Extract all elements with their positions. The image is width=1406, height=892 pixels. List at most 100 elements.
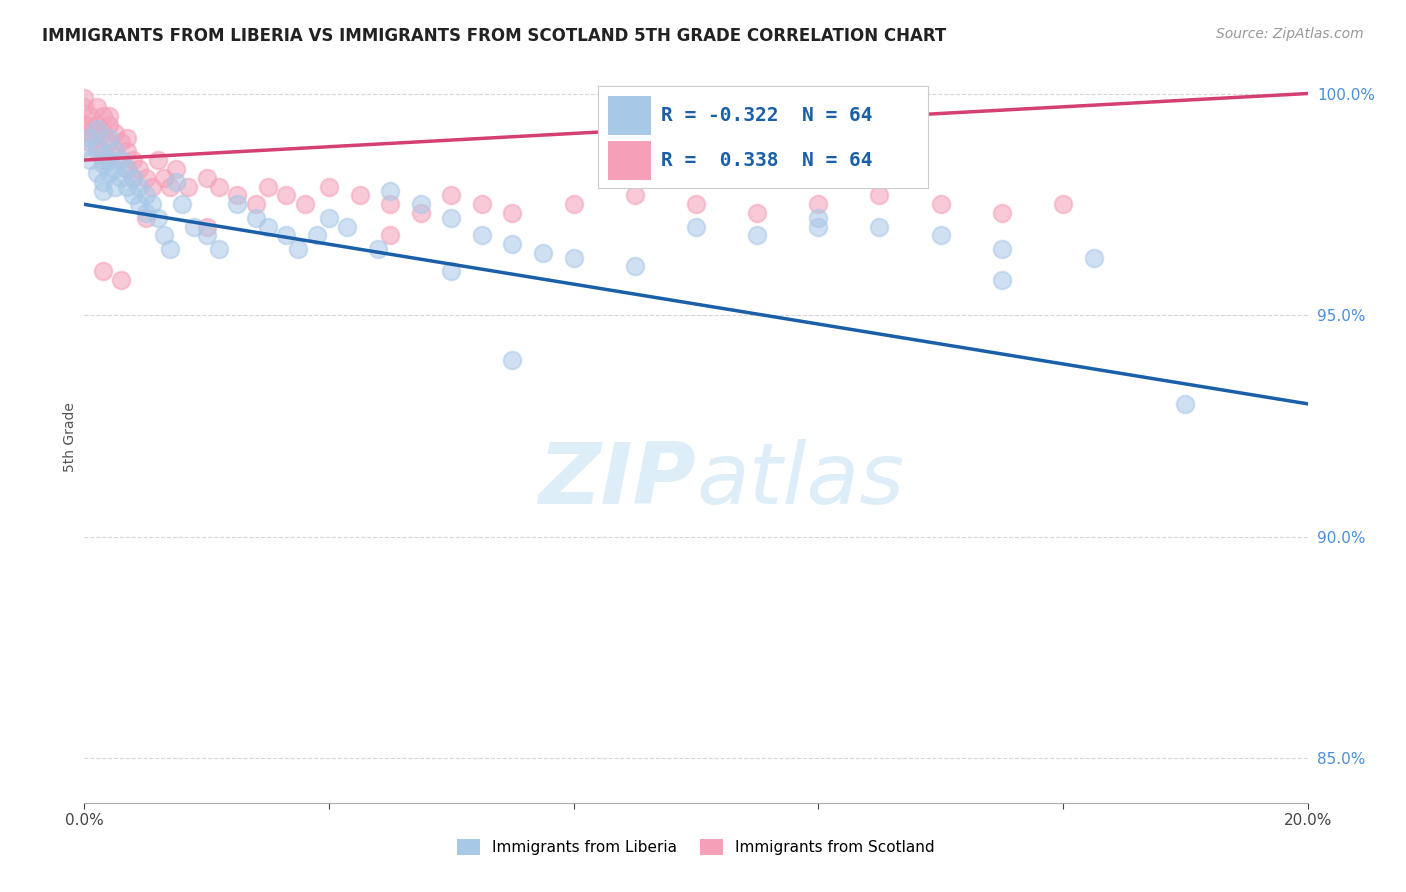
Point	[440, 188, 463, 202]
Point	[409, 197, 432, 211]
Point	[294, 197, 316, 211]
Point	[991, 242, 1014, 256]
Point	[122, 188, 145, 202]
Point	[502, 352, 524, 367]
Point	[79, 136, 101, 150]
Point	[141, 197, 163, 211]
Point	[807, 197, 830, 211]
Point	[128, 197, 150, 211]
Point	[91, 148, 114, 162]
Point	[97, 153, 120, 167]
Point	[562, 251, 585, 265]
Point	[86, 139, 108, 153]
Point	[318, 179, 340, 194]
Point	[91, 144, 114, 158]
Point	[471, 197, 494, 211]
Point	[276, 228, 298, 243]
Point	[104, 127, 127, 141]
Point	[97, 109, 120, 123]
Text: IMMIGRANTS FROM LIBERIA VS IMMIGRANTS FROM SCOTLAND 5TH GRADE CORRELATION CHART: IMMIGRANTS FROM LIBERIA VS IMMIGRANTS FR…	[42, 27, 946, 45]
Point	[1174, 397, 1197, 411]
Point	[79, 131, 101, 145]
Point	[79, 109, 101, 123]
Point	[502, 237, 524, 252]
Point	[115, 161, 138, 176]
Point	[110, 153, 132, 167]
Point	[367, 242, 389, 256]
Point	[208, 242, 231, 256]
Point	[991, 273, 1014, 287]
Point	[245, 197, 267, 211]
Point	[97, 166, 120, 180]
Point	[104, 161, 127, 176]
Point	[135, 188, 157, 202]
Point	[97, 136, 120, 150]
Point	[807, 219, 830, 234]
Point	[104, 144, 127, 158]
Point	[869, 188, 891, 202]
Point	[183, 219, 205, 234]
Point	[110, 273, 132, 287]
Point	[73, 91, 96, 105]
Point	[226, 188, 249, 202]
Point	[115, 179, 138, 194]
Point	[257, 219, 280, 234]
Point	[287, 242, 309, 256]
Point	[86, 122, 108, 136]
Point	[135, 170, 157, 185]
Point	[349, 188, 371, 202]
Point	[135, 211, 157, 225]
Point	[86, 100, 108, 114]
Point	[380, 197, 402, 211]
Point	[122, 170, 145, 185]
Point	[128, 179, 150, 194]
Y-axis label: 5th Grade: 5th Grade	[63, 402, 77, 472]
Point	[115, 161, 138, 176]
Point	[440, 211, 463, 225]
Point	[86, 118, 108, 132]
Point	[195, 219, 218, 234]
Point	[531, 246, 554, 260]
Point	[73, 118, 96, 132]
Point	[115, 131, 138, 145]
Point	[624, 260, 647, 274]
Point	[104, 179, 127, 194]
Text: atlas: atlas	[696, 440, 904, 523]
Point	[91, 184, 114, 198]
Point	[869, 219, 891, 234]
Point	[91, 175, 114, 189]
Point	[73, 139, 96, 153]
Point	[110, 153, 132, 167]
Point	[141, 179, 163, 194]
Point	[195, 170, 218, 185]
Point	[471, 228, 494, 243]
Point	[122, 170, 145, 185]
Point	[929, 228, 952, 243]
Point	[97, 131, 120, 145]
Point	[165, 161, 187, 176]
Point	[380, 228, 402, 243]
Point	[929, 197, 952, 211]
Point	[380, 184, 402, 198]
Point	[336, 219, 359, 234]
Point	[195, 228, 218, 243]
Point	[245, 211, 267, 225]
Point	[409, 206, 432, 220]
Point	[257, 179, 280, 194]
Point	[128, 161, 150, 176]
Point	[318, 211, 340, 225]
Point	[104, 144, 127, 158]
Text: Source: ZipAtlas.com: Source: ZipAtlas.com	[1216, 27, 1364, 41]
Point	[172, 197, 194, 211]
Point	[153, 170, 176, 185]
Point	[208, 179, 231, 194]
Point	[159, 242, 181, 256]
Point	[79, 118, 101, 132]
Point	[79, 127, 101, 141]
Point	[226, 197, 249, 211]
Point	[146, 153, 169, 167]
Point	[97, 153, 120, 167]
Point	[91, 264, 114, 278]
Point	[110, 170, 132, 185]
Point	[747, 228, 769, 243]
